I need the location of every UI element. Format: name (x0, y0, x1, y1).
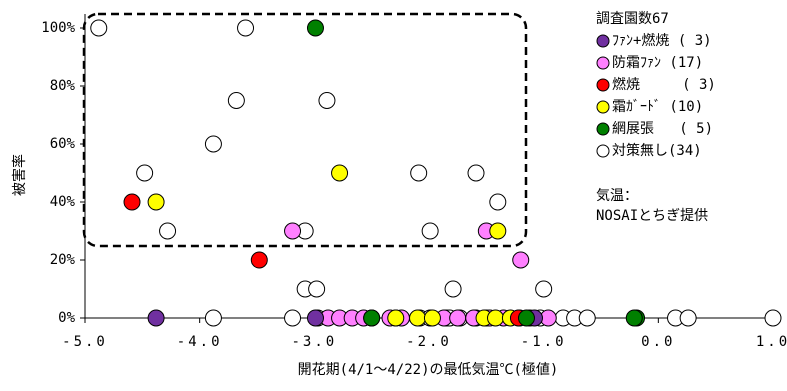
y-axis-label: 被害率 (11, 154, 28, 196)
point (578, 309, 596, 327)
point (444, 280, 462, 298)
point (421, 222, 439, 240)
y-tick-label: 20% (50, 252, 76, 268)
point (204, 309, 222, 327)
legend-marker (596, 78, 610, 92)
point (123, 193, 141, 211)
legend-marker (596, 56, 610, 70)
point (318, 92, 336, 109)
point (625, 309, 643, 327)
y-tick-label: 60% (50, 136, 76, 152)
y-tick-label: 40% (50, 194, 76, 210)
point (410, 164, 428, 182)
point (512, 251, 530, 269)
point (306, 309, 324, 327)
point (90, 19, 108, 37)
y-tick-label: 100% (41, 20, 75, 36)
x-tick-label: -3.0 (291, 334, 337, 350)
x-tick-label: 1.0 (756, 334, 787, 350)
point (517, 309, 535, 327)
legend-marker (596, 122, 610, 136)
legend-marker (596, 100, 610, 114)
legend-label: 網展張 ( 5) (612, 121, 713, 137)
point (467, 164, 485, 182)
point (423, 309, 441, 327)
point (159, 222, 177, 240)
note: 気温： (596, 188, 638, 204)
point (237, 19, 255, 37)
y-tick-label: 0% (58, 310, 75, 326)
legend-label: 対策無し(34) (612, 142, 702, 159)
highlight-box (82, 12, 528, 248)
point (387, 309, 405, 327)
x-tick-label: -5.0 (62, 334, 108, 350)
point (535, 280, 553, 298)
point (284, 222, 302, 240)
point (489, 193, 507, 211)
x-axis-label: 開花期(4/1～4/22)の最低気温℃(極値) (298, 362, 559, 378)
legend-label: 燃焼 ( 3) (612, 76, 716, 93)
point (679, 309, 697, 327)
x-tick-label: -2.0 (406, 334, 452, 350)
point (227, 92, 245, 109)
point (136, 164, 154, 182)
y-tick-label: 80% (50, 78, 76, 94)
point (331, 164, 349, 182)
point (363, 309, 381, 327)
point (308, 280, 326, 298)
point (487, 309, 505, 327)
point (250, 251, 268, 269)
point (204, 135, 222, 153)
x-tick-label: -4.0 (177, 334, 223, 350)
point (147, 309, 165, 327)
x-tick-label: 0.0 (641, 334, 675, 350)
point (409, 309, 427, 327)
point (764, 309, 782, 327)
note: NOSAIとちぎ提供 (596, 208, 708, 224)
legend-marker (596, 34, 610, 48)
legend-marker (596, 144, 610, 158)
legend-title: 調査園数67 (596, 11, 669, 27)
x-tick-label: -1.0 (521, 334, 567, 350)
legend-label: 霜ｶﾞｰﾄﾞ (10) (612, 99, 703, 115)
point (306, 19, 324, 37)
legend-label: 防霜ﾌｧﾝ (17) (612, 55, 703, 71)
point (284, 309, 302, 327)
point (449, 309, 467, 327)
point (489, 222, 507, 240)
point (147, 193, 165, 211)
legend-label: ﾌｧﾝ+燃焼 ( 3) (612, 32, 712, 49)
